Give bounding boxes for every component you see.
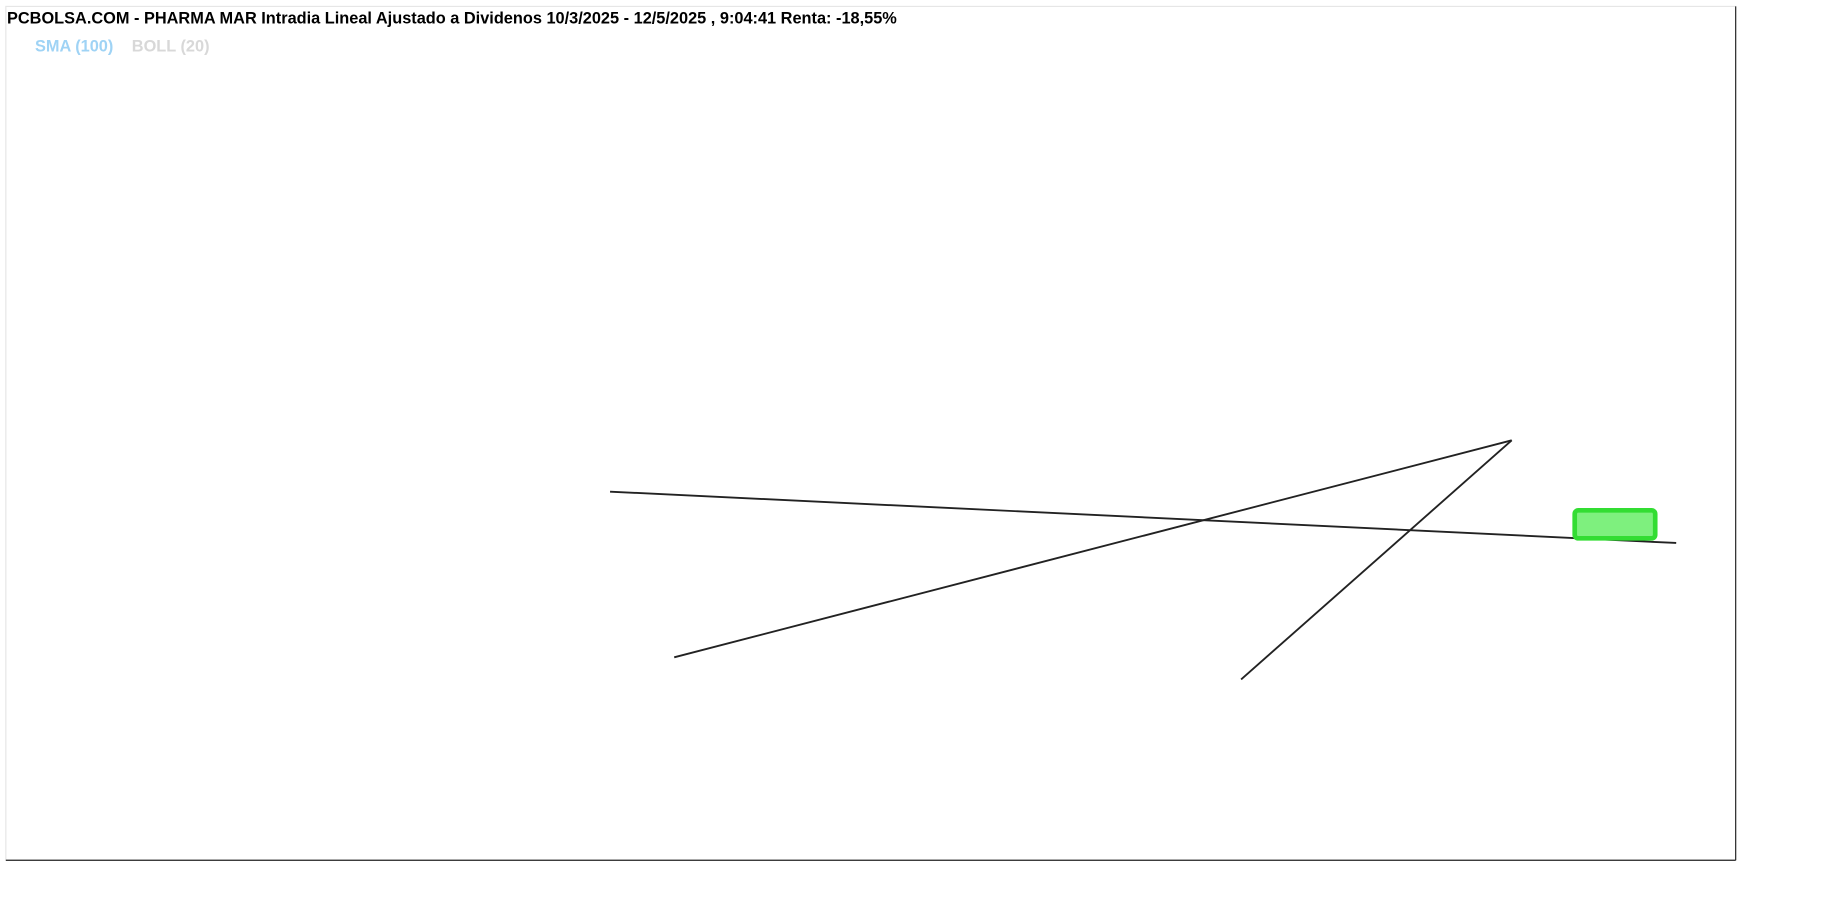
trend-line xyxy=(673,439,1512,659)
trend-line xyxy=(1240,439,1513,681)
trend-line xyxy=(610,490,1677,544)
legend-entry: SMA (100) xyxy=(35,38,113,56)
chart-title: PCBOLSA.COM - PHARMA MAR Intradia Lineal… xyxy=(7,10,897,28)
highlight-box xyxy=(1572,507,1658,541)
legend-entry: BOLL (20) xyxy=(132,38,210,56)
